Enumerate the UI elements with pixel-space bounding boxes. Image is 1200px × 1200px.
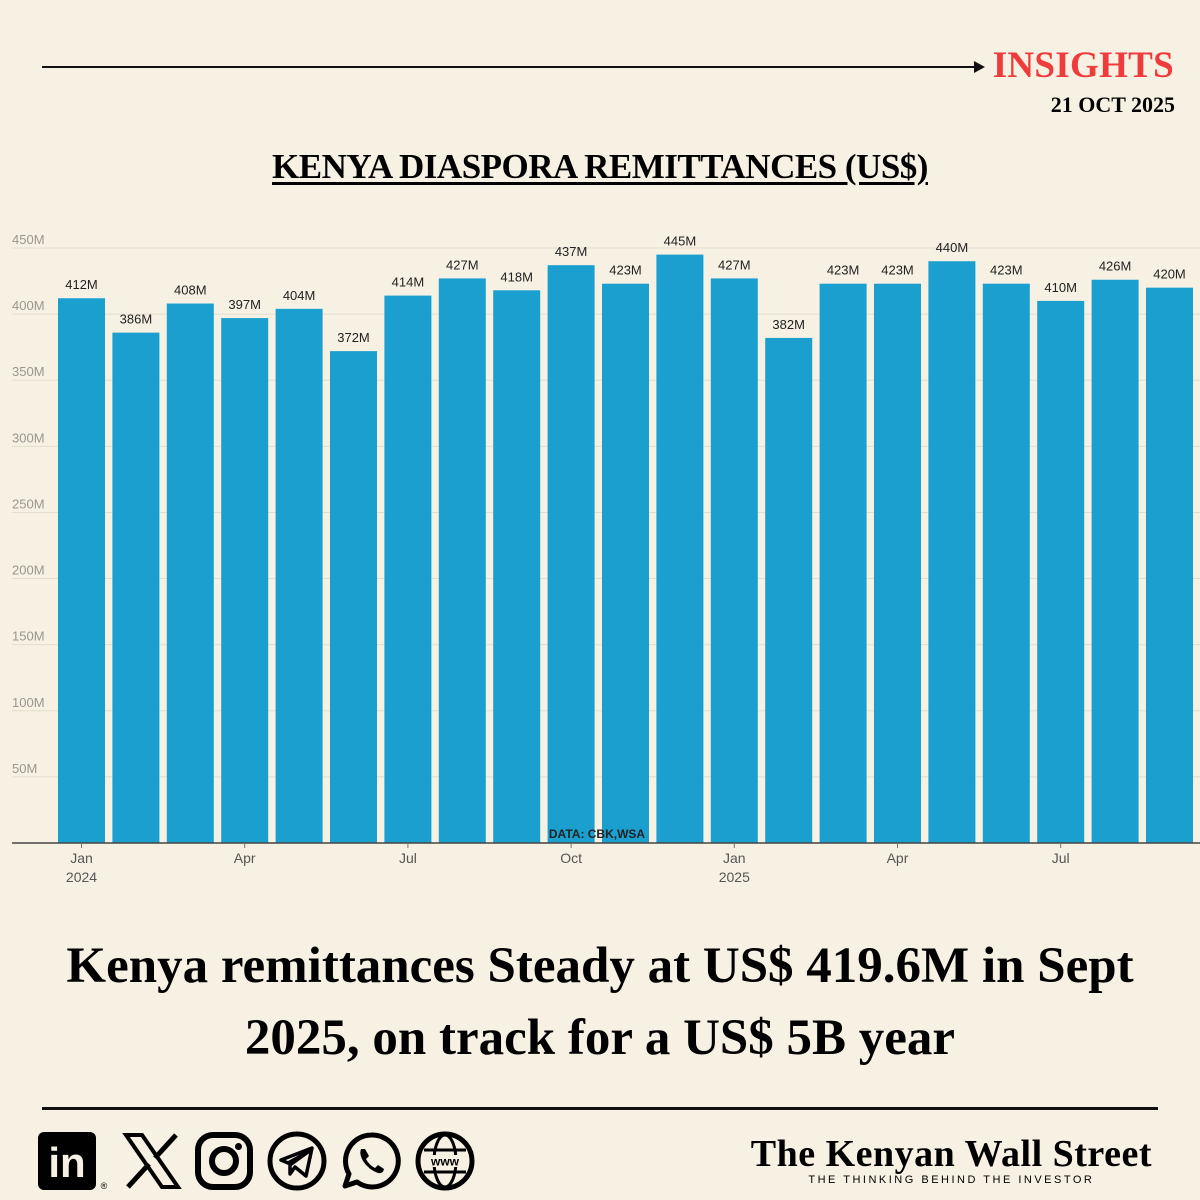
- data-label: 427M: [718, 257, 751, 272]
- x-tick-label: Jan: [723, 850, 746, 866]
- data-label: 386M: [120, 312, 153, 327]
- bar: [438, 278, 486, 843]
- bar-chart: 50M 100M 150M 200M 250M 300M 350M 400M 450M 412M…: [12, 232, 1200, 885]
- data-label: 440M: [936, 240, 969, 255]
- bar: [710, 278, 758, 843]
- bar: [874, 283, 921, 843]
- bar: [221, 318, 269, 844]
- linkedin-text: in: [48, 1139, 85, 1186]
- bar: [330, 351, 377, 843]
- data-label: 427M: [446, 257, 479, 272]
- y-tick-label: 300M: [12, 430, 45, 445]
- data-label: 423M: [827, 263, 860, 278]
- bar: [982, 283, 1030, 843]
- svg-text:®: ®: [101, 1181, 108, 1191]
- bar: [1091, 279, 1139, 843]
- x-tick-sublabel: 2024: [66, 869, 97, 885]
- brand-tagline: THE THINKING BEHIND THE INVESTOR: [808, 1174, 1095, 1186]
- publish-date: 21 OCT 2025: [1050, 92, 1175, 117]
- brand-logo: The Kenyan Wall Street THE THINKING BEHI…: [751, 1132, 1152, 1186]
- y-tick-label: 350M: [12, 364, 45, 379]
- bar: [602, 283, 649, 843]
- data-label: 420M: [1153, 267, 1186, 282]
- linkedin-icon[interactable]: in ®: [38, 1130, 110, 1197]
- whatsapp-icon[interactable]: [340, 1130, 402, 1197]
- telegram-icon[interactable]: [266, 1130, 328, 1197]
- x-tick-label: Jan: [70, 850, 93, 866]
- data-label: 397M: [228, 297, 261, 312]
- web-text: www: [430, 1155, 460, 1169]
- x-axis-ticks: Jan 2024 Apr Jul Oct Jan 2025 Apr Jul: [66, 843, 1070, 885]
- bar: [275, 308, 323, 843]
- y-tick-label: 400M: [12, 298, 45, 313]
- bar: [112, 332, 160, 843]
- bar: [547, 265, 595, 843]
- data-label: 423M: [881, 263, 914, 278]
- data-label: 404M: [283, 288, 316, 303]
- data-label: 423M: [990, 263, 1023, 278]
- y-tick-label: 100M: [12, 695, 45, 710]
- chart-title: KENYA DIASPORA REMITTANCES (US$): [272, 147, 928, 186]
- x-tick-label: Jul: [1052, 850, 1070, 866]
- instagram-icon[interactable]: [194, 1131, 254, 1196]
- data-label: 437M: [555, 244, 588, 259]
- arrow-icon: [974, 61, 985, 73]
- y-tick-label: 50M: [12, 761, 37, 776]
- data-label: 445M: [664, 234, 697, 249]
- bar: [166, 303, 214, 843]
- bar: [928, 261, 976, 843]
- y-tick-label: 150M: [12, 629, 45, 644]
- bar: [58, 298, 105, 843]
- data-label: 372M: [337, 330, 370, 345]
- data-label: 423M: [609, 263, 642, 278]
- bottom-rule: [42, 1107, 1158, 1110]
- data-label: 426M: [1099, 259, 1132, 274]
- x-tick-sublabel: 2025: [719, 869, 750, 885]
- top-rule: [42, 66, 978, 68]
- y-tick-label: 450M: [12, 232, 45, 247]
- x-twitter-icon[interactable]: [122, 1131, 182, 1196]
- section-label: INSIGHTS: [992, 45, 1174, 86]
- data-label: 414M: [392, 275, 425, 290]
- brand-name: The Kenyan Wall Street: [750, 1133, 1152, 1175]
- web-icon[interactable]: www: [414, 1130, 476, 1197]
- bars: [58, 254, 1193, 844]
- data-labels: 412M 386M 408M 397M 404M 372M 414M 427M 418M 437M…: [65, 234, 1186, 346]
- data-label: 382M: [772, 317, 805, 332]
- y-tick-label: 250M: [12, 496, 45, 511]
- data-label: 408M: [174, 283, 207, 298]
- x-tick-label: Oct: [560, 850, 582, 866]
- y-axis-ticks: 50M 100M 150M 200M 250M 300M 350M 400M 450M: [12, 232, 45, 776]
- bar: [1146, 287, 1193, 844]
- bar: [1037, 300, 1085, 843]
- bar: [384, 295, 432, 844]
- source-note: DATA: CBK,WSA: [549, 827, 646, 841]
- data-label: 412M: [65, 277, 98, 292]
- x-tick-label: Apr: [887, 850, 909, 866]
- data-label: 410M: [1044, 280, 1077, 295]
- data-label: 418M: [500, 269, 533, 284]
- bar: [656, 254, 704, 844]
- y-tick-label: 200M: [12, 563, 45, 578]
- x-tick-label: Apr: [234, 850, 256, 866]
- headline: Kenya remittances Steady at US$ 419.6M i…: [66, 938, 1134, 1066]
- bar: [765, 337, 813, 843]
- x-tick-label: Jul: [399, 850, 417, 866]
- bar: [819, 283, 867, 843]
- bar: [493, 290, 541, 843]
- social-links: in ®: [38, 1130, 488, 1197]
